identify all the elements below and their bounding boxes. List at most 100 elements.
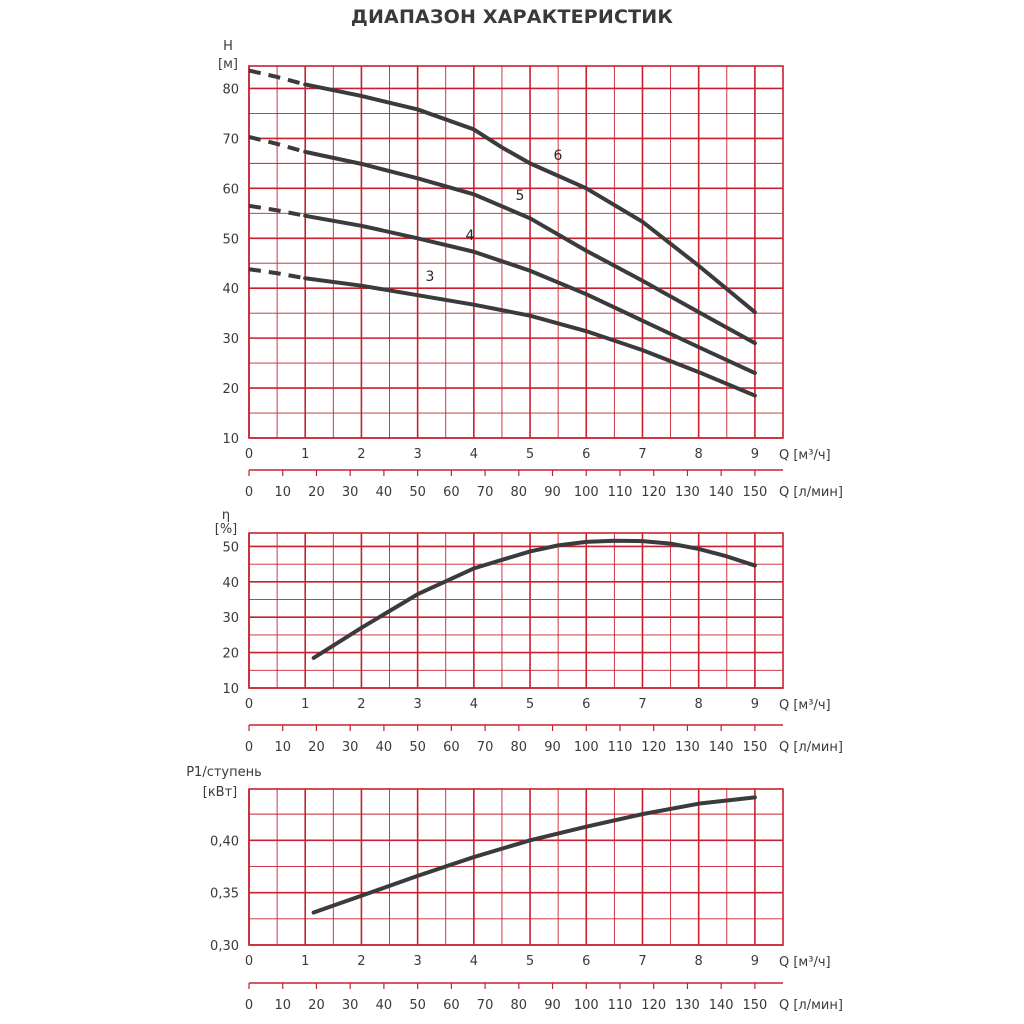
efficiency-chart: 10 20 30 40 50 η[%] 0 1 2 3 4 5 6 7 8 9 Q [м³/ч] 0 10 20 30 4… <box>215 508 843 755</box>
curve-dashed-segment <box>248 134 306 154</box>
x-tick-label: 9 <box>751 697 759 712</box>
x2-tick-label: 90 <box>544 485 561 500</box>
x2-tick-label: 70 <box>477 998 494 1013</box>
y-tick-label: 0,35 <box>210 887 239 902</box>
y-axis-unit: [м] <box>218 57 238 72</box>
x2-axis-label: Q [л/мин] <box>779 740 843 755</box>
x-tick-label: 2 <box>357 447 365 462</box>
x2-tick-label: 10 <box>274 998 291 1013</box>
secondary-x-axis: 0 10 20 30 40 50 60 70 80 90 100 110 120 130 140 150 Q [… <box>245 469 843 500</box>
x2-tick-label: 100 <box>574 998 599 1013</box>
x2-tick-label: 60 <box>443 998 460 1013</box>
x2-tick-label: 50 <box>409 740 426 755</box>
x2-tick-label: 110 <box>608 485 633 500</box>
y-tick-label: 10 <box>222 682 239 697</box>
x-tick-label: 7 <box>638 447 646 462</box>
x-tick-label: 3 <box>413 447 421 462</box>
x2-tick-label: 150 <box>742 740 767 755</box>
x2-tick-label: 130 <box>675 998 700 1013</box>
x-tick-label: 4 <box>470 447 478 462</box>
x2-tick-label: 40 <box>376 740 393 755</box>
x-tick-label: 1 <box>301 954 309 969</box>
x-tick-label: 1 <box>301 697 309 712</box>
y-tick-label: 60 <box>222 182 239 197</box>
x2-tick-label: 60 <box>443 740 460 755</box>
y-tick-label: 30 <box>222 332 239 347</box>
x-tick-label: 6 <box>582 447 590 462</box>
x-tick-label: 2 <box>357 697 365 712</box>
x2-tick-label: 110 <box>608 740 633 755</box>
x-tick-label: 6 <box>582 954 590 969</box>
x-tick-label: 4 <box>470 697 478 712</box>
grid <box>248 65 784 439</box>
x2-tick-label: 0 <box>245 998 253 1013</box>
x-tick-label: 5 <box>526 954 534 969</box>
x2-tick-label: 10 <box>274 740 291 755</box>
curve-dashed-segment <box>248 267 306 281</box>
plot-frame <box>248 65 784 439</box>
secondary-x-axis: 0 10 20 30 40 50 60 70 80 90 100 110 120 130 140 150 Q [… <box>245 982 843 1013</box>
y-tick-label: 30 <box>222 611 239 626</box>
x2-tick-label: 30 <box>342 998 359 1013</box>
x-tick-label: 5 <box>526 697 534 712</box>
x-tick-label: 7 <box>638 697 646 712</box>
x-tick-label: 7 <box>638 954 646 969</box>
x2-tick-label: 130 <box>675 740 700 755</box>
x2-tick-label: 0 <box>245 740 253 755</box>
x2-tick-label: 130 <box>675 485 700 500</box>
x-axis-label: Q [м³/ч] <box>779 698 831 713</box>
y-tick-label: 80 <box>222 82 239 97</box>
x2-tick-label: 20 <box>308 485 325 500</box>
x2-axis-label: Q [л/мин] <box>779 998 843 1013</box>
grid <box>248 788 784 946</box>
x-tick-label: 5 <box>526 447 534 462</box>
x2-tick-label: 90 <box>544 740 561 755</box>
secondary-x-axis: 0 10 20 30 40 50 60 70 80 90 100 110 120 130 140 150 Q [… <box>245 724 843 755</box>
y-tick-label: 20 <box>222 382 239 397</box>
x2-tick-label: 150 <box>742 485 767 500</box>
y-tick-label: 70 <box>222 132 239 147</box>
x2-tick-label: 40 <box>376 998 393 1013</box>
x2-tick-label: 120 <box>641 485 666 500</box>
x2-tick-label: 150 <box>742 998 767 1013</box>
x-tick-label: 8 <box>695 447 703 462</box>
x-tick-label: 9 <box>751 447 759 462</box>
x2-tick-label: 140 <box>709 485 734 500</box>
x-tick-label: 0 <box>245 954 253 969</box>
y-axis-unit: [кВт] <box>203 785 238 800</box>
x-tick-label: 8 <box>695 954 703 969</box>
x-tick-label: 9 <box>751 954 759 969</box>
plot-frame <box>248 788 784 946</box>
x2-tick-label: 60 <box>443 485 460 500</box>
x2-tick-label: 120 <box>641 998 666 1013</box>
x-axis-label: Q [м³/ч] <box>779 448 831 463</box>
curve-line <box>311 795 757 915</box>
x-tick-label: 3 <box>413 697 421 712</box>
x2-tick-label: 80 <box>511 740 528 755</box>
x2-tick-label: 0 <box>245 485 253 500</box>
curve-line <box>311 538 757 660</box>
x2-tick-label: 40 <box>376 485 393 500</box>
curve-label: 6 <box>554 148 563 164</box>
y-axis-label: η <box>222 508 230 523</box>
x2-tick-label: 110 <box>608 998 633 1013</box>
x2-tick-label: 30 <box>342 485 359 500</box>
curve-label: 3 <box>426 269 435 285</box>
x2-tick-label: 140 <box>709 740 734 755</box>
x2-tick-label: 10 <box>274 485 291 500</box>
x2-tick-label: 30 <box>342 740 359 755</box>
x2-tick-label: 70 <box>477 485 494 500</box>
x2-tick-label: 70 <box>477 740 494 755</box>
x-tick-label: 3 <box>413 954 421 969</box>
curve-line <box>303 82 757 315</box>
x-tick-label: 1 <box>301 447 309 462</box>
power-chart: 0,30 0,35 0,40 P1/ступень [кВт] 0 1 2 3 4 5 6 7 8 9 Q [… <box>186 765 843 1013</box>
x2-tick-label: 50 <box>409 998 426 1013</box>
x-tick-label: 0 <box>245 447 253 462</box>
x-tick-label: 4 <box>470 954 478 969</box>
plot-frame <box>248 532 784 689</box>
x2-tick-label: 80 <box>511 485 528 500</box>
y-tick-label: 20 <box>222 647 239 662</box>
y-axis-label: H <box>223 39 233 54</box>
